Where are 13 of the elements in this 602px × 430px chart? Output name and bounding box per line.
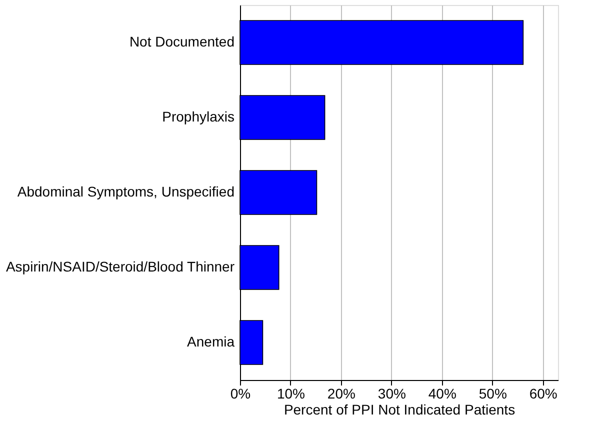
x-tick-label: 0%	[230, 386, 251, 402]
y-tick-label: Not Documented	[129, 34, 234, 50]
x-axis-title: Percent of PPI Not Indicated Patients	[284, 402, 516, 418]
x-tick-label: 20%	[327, 386, 356, 402]
y-tick-label: Prophylaxis	[162, 108, 234, 124]
y-tick-label: Aspirin/NSAID/Steroid/Blood Thinner	[6, 258, 235, 274]
x-tick-label: 60%	[529, 386, 558, 402]
x-tick-label: 30%	[378, 386, 406, 402]
x-tick-label: 50%	[478, 386, 507, 402]
x-tick-label: 40%	[428, 386, 456, 402]
y-tick-label: Abdominal Symptoms, Unspecified	[17, 184, 234, 200]
y-tick-label: Anemia	[187, 334, 235, 350]
x-tick-label: 10%	[276, 386, 305, 402]
